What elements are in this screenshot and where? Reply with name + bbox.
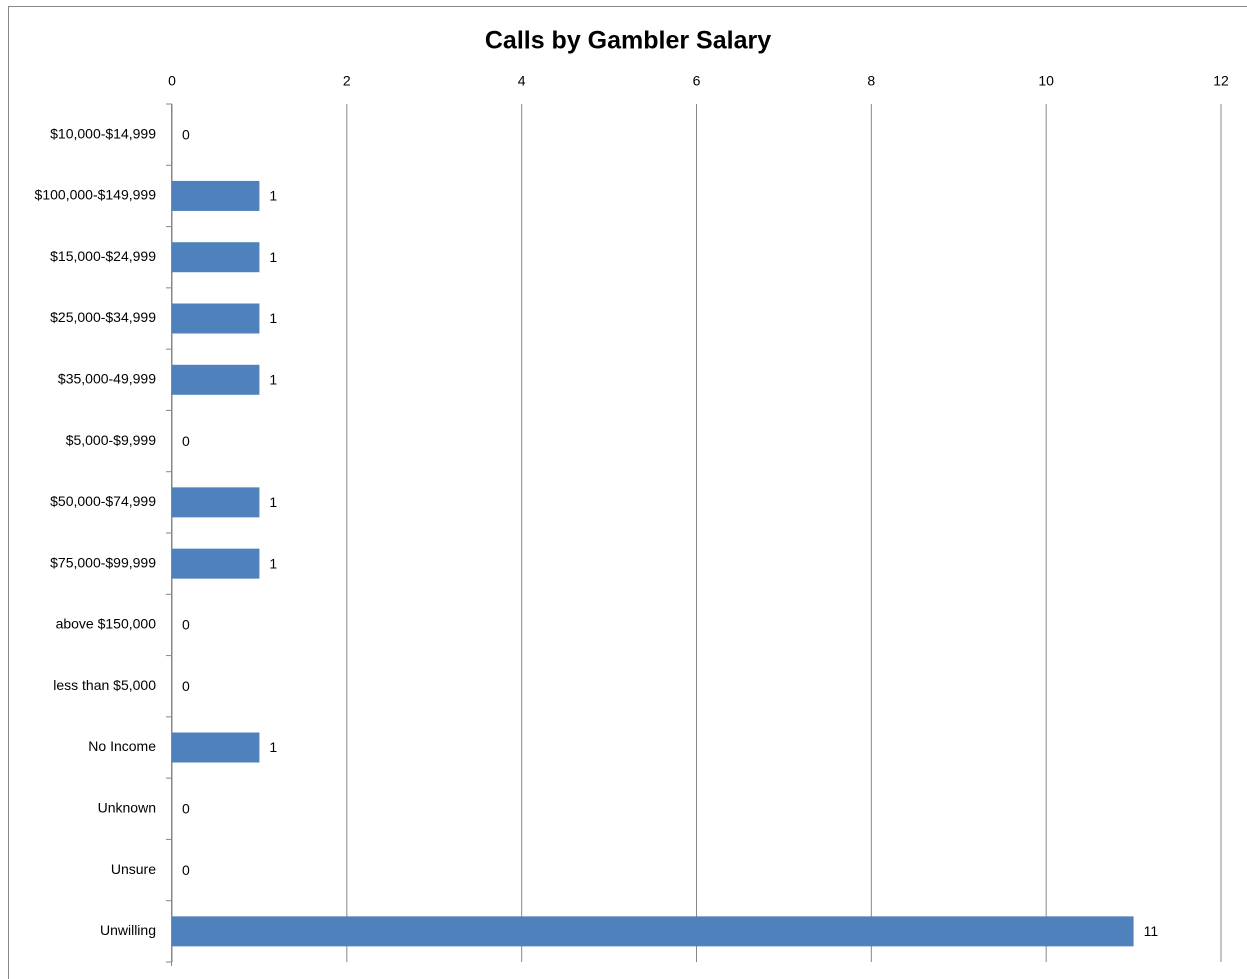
bar	[172, 732, 260, 763]
data-label: 0	[182, 617, 190, 633]
x-tick-label: 10	[1038, 73, 1054, 89]
y-tick-label: Unknown	[98, 799, 156, 815]
x-tick-label: 2	[343, 73, 351, 89]
x-tick-label: 0	[168, 73, 176, 89]
y-tick-label: less than $5,000	[53, 677, 156, 693]
bar	[172, 303, 260, 334]
data-label: 11	[1144, 923, 1159, 939]
bar	[172, 487, 260, 518]
data-label: 0	[182, 433, 190, 449]
data-label: 0	[182, 800, 190, 816]
y-tick-label: $50,000-$74,999	[50, 493, 156, 509]
data-label: 1	[269, 494, 277, 510]
data-label: 0	[182, 862, 190, 878]
data-label: 1	[269, 188, 277, 204]
data-label: 1	[269, 371, 277, 387]
y-tick-label: $15,000-$24,999	[50, 248, 156, 264]
x-tick-label: 12	[1213, 73, 1229, 89]
y-tick-label: $5,000-$9,999	[66, 432, 157, 448]
x-tick-label: 4	[518, 73, 526, 89]
y-tick-label: $25,000-$34,999	[50, 309, 156, 325]
x-tick-label: 6	[693, 73, 701, 89]
data-label: 1	[269, 739, 277, 755]
y-tick-label: Unwilling	[100, 922, 156, 938]
y-tick-label: above $150,000	[56, 616, 157, 632]
data-label: 0	[182, 678, 190, 694]
bar	[172, 242, 260, 273]
data-label: 1	[269, 555, 277, 571]
y-tick-label: $100,000-$149,999	[35, 187, 157, 203]
y-tick-label: $75,000-$99,999	[50, 554, 156, 570]
y-tick-label: No Income	[88, 738, 156, 754]
y-tick-label: Unsure	[111, 861, 156, 877]
bar	[172, 548, 260, 579]
bar	[172, 180, 260, 211]
data-label: 1	[269, 249, 277, 265]
bar	[172, 916, 1134, 947]
y-tick-label: $35,000-49,999	[58, 370, 156, 386]
data-label: 1	[269, 310, 277, 326]
chart-title: Calls by Gambler Salary	[485, 27, 771, 55]
data-label: 0	[182, 126, 190, 142]
x-tick-label: 8	[867, 73, 875, 89]
y-tick-label: $10,000-$14,999	[50, 125, 156, 141]
bar	[172, 364, 260, 395]
